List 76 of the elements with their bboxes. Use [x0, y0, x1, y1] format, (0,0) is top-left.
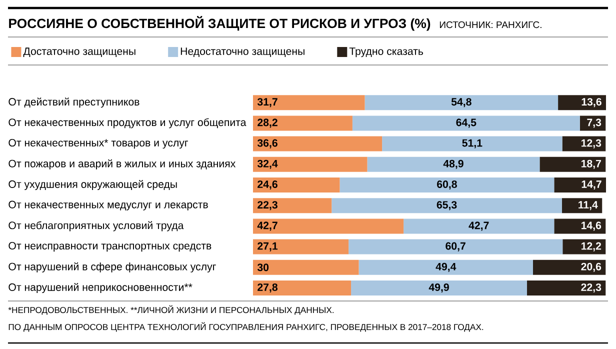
- data-label: 20,6: [581, 262, 602, 272]
- y-tick-label: От нарушений в сфере финансовых услуг: [8, 262, 216, 272]
- bar: [253, 116, 352, 131]
- legend-label: Недостаточно защищены: [180, 48, 304, 58]
- data-label: 12,3: [581, 139, 602, 148]
- bar: [253, 239, 349, 254]
- bar: [558, 95, 606, 110]
- bar: [351, 280, 528, 296]
- bar: [533, 260, 606, 275]
- bar: [253, 156, 368, 172]
- bar: [253, 280, 352, 296]
- data-label: 11,4: [578, 201, 598, 210]
- data-label: 13,6: [582, 98, 602, 108]
- data-label: 65,3: [436, 201, 457, 210]
- data-label: 18,7: [581, 160, 601, 169]
- bar: [253, 136, 382, 152]
- data-label: 22,3: [258, 201, 278, 210]
- bar: [562, 239, 606, 254]
- bar: [382, 136, 562, 152]
- bar: [562, 198, 602, 214]
- data-label: 14,7: [582, 180, 602, 190]
- bar: [540, 156, 606, 172]
- data-label: 60,8: [437, 180, 457, 190]
- data-label: 7,3: [587, 118, 602, 128]
- text: ИСТОЧНИК: РАНХИГС.: [440, 21, 542, 28]
- y-tick-label: От нарушений неприкосновенности**: [8, 282, 192, 294]
- data-label: 42,7: [257, 222, 278, 231]
- bar: [253, 218, 404, 234]
- y-tick-label: От неблагоприятных условий труда: [8, 221, 184, 232]
- bar: [253, 260, 359, 275]
- data-label: 49,4: [436, 262, 456, 272]
- data-label: 42,7: [468, 222, 489, 231]
- data-label: 24,6: [258, 180, 278, 190]
- data-label: 60,7: [446, 242, 466, 252]
- y-tick-label: От неисправности транспортных средств: [8, 242, 212, 252]
- y-tick-label: От некачественных продуктов и услуг общепита: [8, 118, 246, 128]
- data-label: 22,3: [581, 283, 602, 293]
- bar: [348, 239, 563, 254]
- bar: [554, 218, 606, 234]
- data-label: 28,2: [258, 118, 278, 128]
- data-label: 48,9: [443, 160, 464, 169]
- bar: [253, 178, 340, 193]
- data-label: 31,7: [257, 98, 278, 108]
- bar: [253, 95, 365, 110]
- data-label: 51,1: [462, 139, 482, 148]
- data-label: 27,1: [258, 242, 278, 252]
- bar: [554, 178, 606, 193]
- bar: [562, 136, 606, 152]
- bar: [332, 198, 562, 214]
- data-label: 27,8: [258, 283, 278, 293]
- data-label: 32,4: [257, 160, 278, 169]
- text: *НЕПРОДОВОЛЬСТВЕННЫХ. **ЛИЧНОЙ ЖИЗНИ И ПЕРСОНАЛЬНЫХ ДАННЫХ.: [8, 305, 334, 315]
- bar: [527, 280, 606, 296]
- legend-label: Трудно сказать: [349, 48, 424, 58]
- data-label: 54,8: [451, 98, 472, 108]
- bar: [364, 95, 558, 110]
- data-label: 49,9: [428, 283, 449, 293]
- data-label: 36,6: [257, 139, 278, 148]
- y-tick-label: От действий преступников: [8, 98, 140, 108]
- text: ПО ДАННЫМ ОПРОСОВ ЦЕНТРА ТЕХНОЛОГИЙ ГОСУПРАВЛЕНИЯ РАНХИГС, ПРОВЕДЕННЫХ В 2017–2018 ГОДАХ.: [8, 322, 484, 332]
- data-label: 14,6: [581, 222, 602, 231]
- bar: [340, 178, 554, 193]
- bar: [358, 260, 533, 275]
- y-tick-label: От некачественных медуслуг и лекарств: [8, 200, 208, 210]
- data-label: 64,5: [456, 118, 476, 128]
- bar: [367, 156, 540, 172]
- data-label: 30: [257, 264, 269, 272]
- bar: [352, 116, 580, 131]
- bar: [253, 198, 332, 214]
- y-tick-label: От пожаров и аварий в жилых и иных зданиях: [8, 159, 236, 170]
- y-tick-label: От некачественных* товаров и услуг: [8, 139, 188, 149]
- chart-title: РОССИЯНЕ О СОБСТВЕННОЙ ЗАЩИТЕ ОТ РИСКОВ И УГРОЗ (%): [9, 16, 430, 31]
- data-label: 12,2: [581, 242, 602, 252]
- bar: [404, 218, 554, 234]
- legend-label: Достаточно защищены: [23, 48, 136, 58]
- y-tick-label: От ухудшения окружающей среды: [8, 180, 177, 190]
